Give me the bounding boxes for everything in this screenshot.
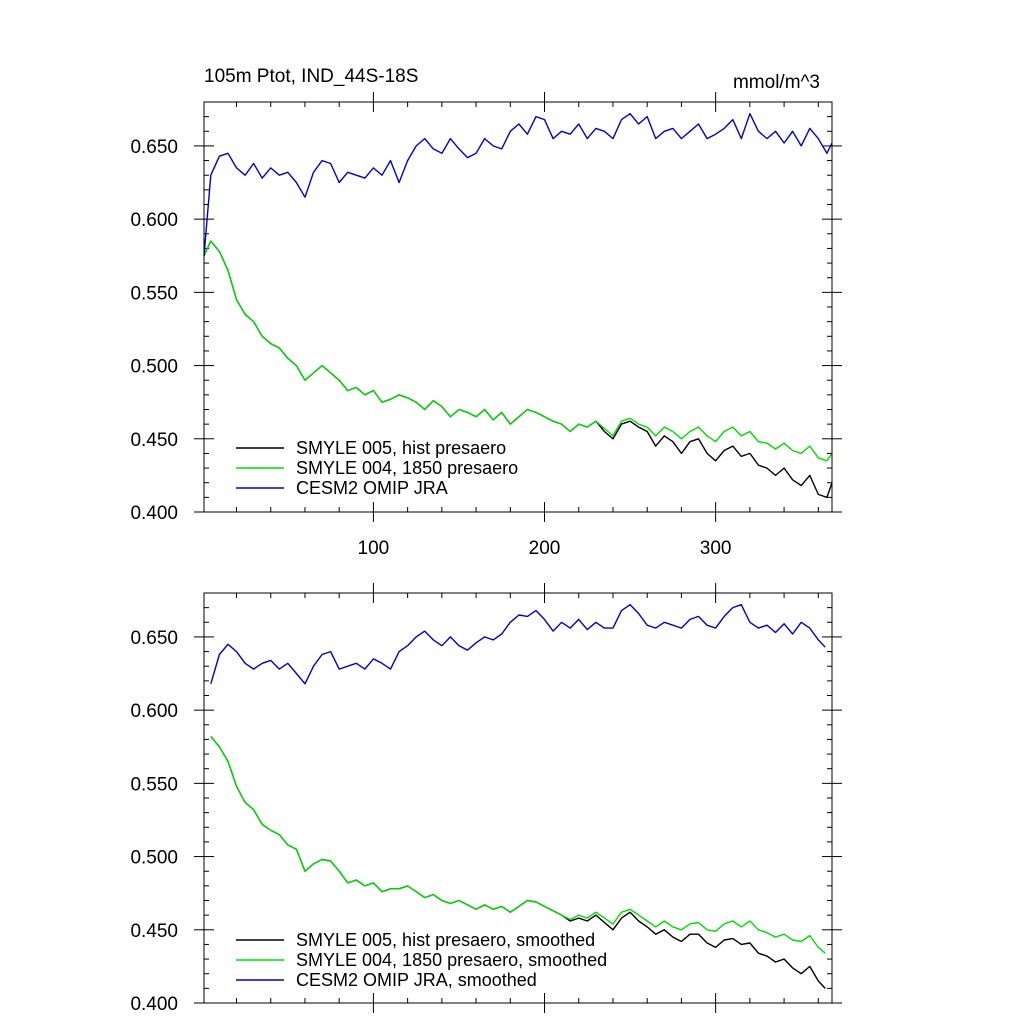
series-line-1	[203, 240, 833, 462]
legend-label-1: SMYLE 004, 1850 presaero, smoothed	[296, 950, 607, 970]
chart-title: 105m Ptot, IND_44S-18S	[204, 66, 418, 87]
units-label: mmol/m^3	[733, 72, 820, 93]
y-tick-label: 0.600	[130, 210, 178, 231]
legend-label-2: CESM2 OMIP JRA	[296, 478, 448, 498]
x-tick-label: 300	[700, 538, 732, 559]
legend-label-0: SMYLE 005, hist presaero	[296, 438, 506, 458]
y-tick-label: 0.600	[130, 701, 178, 722]
x-tick-label: 200	[529, 538, 561, 559]
y-tick-label: 0.500	[130, 848, 178, 869]
series-line-2	[210, 604, 826, 685]
top-panel: 105m Ptot, IND_44S-18S mmol/m^3 100 200 30…	[130, 66, 842, 559]
bottom-panel: 0.400 0.450 0.500 0.550 0.600 0.650 SMYLE 005…	[130, 583, 842, 1015]
y-tick-label: 0.400	[130, 503, 178, 524]
bottom-series	[210, 604, 826, 989]
legend-label-0: SMYLE 005, hist presaero, smoothed	[296, 930, 595, 950]
y-tick-label: 0.650	[130, 628, 178, 649]
y-tick-label: 0.550	[130, 283, 178, 304]
top-series	[203, 112, 833, 499]
y-tick-label: 0.500	[130, 357, 178, 378]
y-tick-label: 0.450	[130, 921, 178, 942]
x-tick-label: 100	[358, 538, 390, 559]
series-line-1	[210, 736, 826, 954]
bottom-frame	[203, 592, 833, 1004]
legend-label-1: SMYLE 004, 1850 presaero	[296, 458, 518, 478]
bottom-ticks: 0.400 0.450 0.500 0.550 0.600 0.650	[130, 583, 842, 1015]
y-tick-label: 0.450	[130, 430, 178, 451]
top-ticks: 100 200 300 0.400 0.450 0.500 0.550 0.600 0.650	[130, 92, 842, 559]
y-tick-label: 0.550	[130, 774, 178, 795]
y-tick-label: 0.400	[130, 994, 178, 1015]
top-frame	[203, 101, 833, 513]
series-line-2	[203, 112, 833, 256]
legend-label-2: CESM2 OMIP JRA, smoothed	[296, 970, 537, 990]
y-tick-label: 0.650	[130, 137, 178, 158]
bottom-legend: SMYLE 005, hist presaero, smoothedSMYLE …	[236, 930, 607, 990]
